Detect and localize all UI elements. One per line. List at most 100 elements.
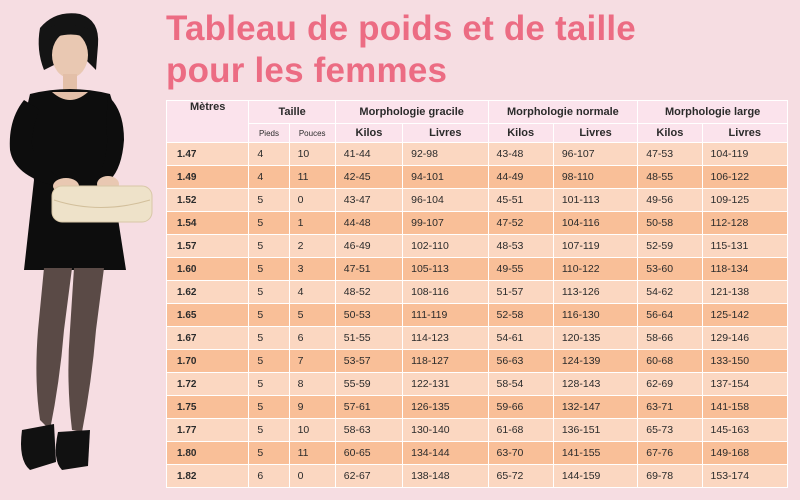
header-row-1: Mètres Taille Morphologie gracile Morpho… [165, 100, 788, 143]
cell-pieds: 5 [248, 349, 290, 373]
header-normale: Morphologie normale [487, 100, 639, 124]
cell-large-kilos: 56-64 [637, 303, 703, 327]
cell-gracile-livres: 130-140 [402, 418, 489, 442]
cell-pieds: 5 [248, 441, 290, 465]
cell-large-livres: 133-150 [701, 349, 789, 373]
header-livres-large: Livres [701, 123, 789, 143]
cell-large-kilos: 58-66 [637, 326, 703, 350]
cell-normale-kilos: 65-72 [487, 464, 554, 488]
table-row: 1.80 5 11 60-65 134-144 63-70 141-155 67-76 149-… [165, 441, 789, 465]
title-line-1: Tableau de poids et de taille [166, 9, 636, 48]
cell-normale-kilos: 56-63 [487, 349, 554, 373]
cell-normale-kilos: 48-53 [487, 234, 554, 258]
cell-gracile-kilos: 60-65 [334, 441, 404, 465]
cell-large-livres: 145-163 [701, 418, 789, 442]
cell-normale-kilos: 49-55 [487, 257, 554, 281]
cell-normale-livres: 132-147 [552, 395, 639, 419]
cell-large-kilos: 53-60 [637, 257, 703, 281]
table-row: 1.75 5 9 57-61 126-135 59-66 132-147 63-71 141-1… [165, 395, 789, 419]
cell-normale-livres: 136-151 [552, 418, 639, 442]
cell-metres: 1.72 [165, 372, 250, 396]
cell-large-kilos: 54-62 [637, 280, 703, 304]
cell-gracile-livres: 102-110 [402, 234, 489, 258]
cell-large-kilos: 67-76 [637, 441, 703, 465]
table-row: 1.65 5 5 50-53 111-119 52-58 116-130 56-64 125-1… [165, 303, 789, 327]
cell-pieds: 5 [248, 257, 290, 281]
table-row: 1.70 5 7 53-57 118-127 56-63 124-139 60-68 133-1… [165, 349, 789, 373]
cell-metres: 1.52 [165, 188, 250, 212]
cell-pouces: 2 [288, 234, 336, 258]
cell-gracile-kilos: 53-57 [334, 349, 404, 373]
cell-pieds: 5 [248, 280, 290, 304]
cell-normale-livres: 98-110 [552, 165, 639, 189]
cell-normale-kilos: 54-61 [487, 326, 554, 350]
table-row: 1.54 5 1 44-48 99-107 47-52 104-116 50-58 112-12… [165, 211, 789, 235]
table-row: 1.82 6 0 62-67 138-148 65-72 144-159 69-78 153-1… [165, 464, 789, 488]
table-row: 1.47 4 10 41-44 92-98 43-48 96-107 47-53 104-119 [165, 142, 789, 166]
cell-large-kilos: 65-73 [637, 418, 703, 442]
weight-height-table: Mètres Taille Morphologie gracile Morpho… [165, 100, 789, 488]
cell-large-livres: 137-154 [701, 372, 789, 396]
cell-pouces: 6 [288, 326, 336, 350]
cell-normale-livres: 107-119 [552, 234, 639, 258]
cell-gracile-kilos: 55-59 [334, 372, 404, 396]
cell-pouces: 11 [288, 165, 336, 189]
cell-gracile-livres: 118-127 [402, 349, 489, 373]
cell-gracile-livres: 108-116 [402, 280, 489, 304]
header-taille: Taille [248, 100, 336, 124]
cell-metres: 1.75 [165, 395, 250, 419]
cell-large-livres: 121-138 [701, 280, 789, 304]
cell-gracile-livres: 134-144 [402, 441, 489, 465]
cell-metres: 1.80 [165, 441, 250, 465]
header-row-2: Pieds Pouces Kilos Livres Kilos Livres K… [167, 123, 789, 143]
table-row: 1.60 5 3 47-51 105-113 49-55 110-122 53-60 118-1… [165, 257, 789, 281]
cell-metres: 1.67 [165, 326, 250, 350]
cell-normale-livres: 104-116 [552, 211, 639, 235]
cell-pieds: 4 [248, 142, 290, 166]
table-row: 1.57 5 2 46-49 102-110 48-53 107-119 52-59 115-1… [165, 234, 789, 258]
table-row: 1.77 5 10 58-63 130-140 61-68 136-151 65-73 145-… [165, 418, 789, 442]
cell-gracile-kilos: 43-47 [334, 188, 404, 212]
cell-pouces: 11 [288, 441, 336, 465]
cell-normale-livres: 124-139 [552, 349, 639, 373]
cell-gracile-livres: 94-101 [402, 165, 489, 189]
cell-large-livres: 112-128 [701, 211, 789, 235]
cell-gracile-kilos: 48-52 [334, 280, 404, 304]
header-gracile: Morphologie gracile [334, 100, 489, 124]
cell-normale-kilos: 59-66 [487, 395, 554, 419]
cell-metres: 1.62 [165, 280, 250, 304]
cell-gracile-livres: 105-113 [402, 257, 489, 281]
cell-pouces: 5 [288, 303, 336, 327]
table-row: 1.62 5 4 48-52 108-116 51-57 113-126 54-62 121-1… [165, 280, 789, 304]
cell-gracile-kilos: 46-49 [334, 234, 404, 258]
cell-large-livres: 149-168 [701, 441, 789, 465]
cell-large-kilos: 47-53 [637, 142, 703, 166]
header-large: Morphologie large [637, 100, 788, 124]
cell-large-kilos: 52-59 [637, 234, 703, 258]
cell-large-kilos: 63-71 [637, 395, 703, 419]
cell-normale-kilos: 47-52 [487, 211, 554, 235]
cell-gracile-kilos: 51-55 [334, 326, 404, 350]
header-kilos-large: Kilos [637, 123, 703, 143]
table-row: 1.52 5 0 43-47 96-104 45-51 101-113 49-56 109-12… [165, 188, 789, 212]
cell-normale-livres: 144-159 [552, 464, 639, 488]
cell-metres: 1.77 [165, 418, 250, 442]
weight-height-table-container: Mètres Taille Morphologie gracile Morpho… [165, 100, 789, 488]
cell-large-livres: 115-131 [701, 234, 789, 258]
cell-gracile-livres: 111-119 [402, 303, 489, 327]
cell-large-livres: 118-134 [701, 257, 789, 281]
table-body: 1.47 4 10 41-44 92-98 43-48 96-107 47-53 104-119… [165, 142, 789, 488]
page-title: Tableau de poids et de taille pour les f… [166, 8, 786, 92]
cell-normale-kilos: 52-58 [487, 303, 554, 327]
cell-normale-kilos: 61-68 [487, 418, 554, 442]
cell-gracile-livres: 96-104 [402, 188, 489, 212]
cell-large-livres: 125-142 [701, 303, 789, 327]
cell-pieds: 5 [248, 303, 290, 327]
cell-normale-kilos: 58-54 [487, 372, 554, 396]
cell-metres: 1.54 [165, 211, 250, 235]
cell-gracile-livres: 92-98 [402, 142, 489, 166]
cell-pouces: 0 [288, 464, 336, 488]
cell-pieds: 4 [248, 165, 290, 189]
cell-pouces: 1 [288, 211, 336, 235]
cell-large-kilos: 49-56 [637, 188, 703, 212]
